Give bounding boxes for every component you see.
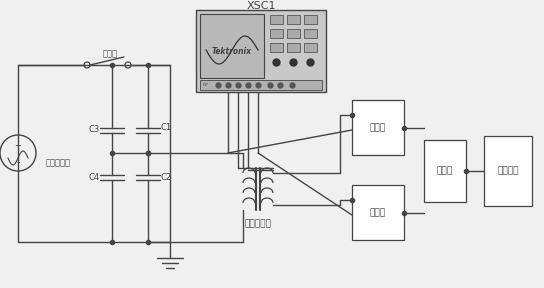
Bar bbox=[304, 43, 317, 52]
Text: 电压转换器: 电压转换器 bbox=[245, 219, 271, 228]
Text: C2: C2 bbox=[160, 173, 171, 181]
Bar bbox=[196, 10, 326, 92]
Bar bbox=[424, 140, 466, 202]
Text: 采集器: 采集器 bbox=[370, 123, 386, 132]
Bar bbox=[484, 136, 532, 206]
Bar bbox=[304, 15, 317, 24]
Bar bbox=[287, 15, 300, 24]
Text: +: + bbox=[15, 141, 21, 151]
Bar bbox=[270, 29, 283, 38]
Text: -: - bbox=[16, 157, 20, 167]
Bar bbox=[352, 100, 404, 155]
Text: 采集器: 采集器 bbox=[370, 208, 386, 217]
Bar bbox=[287, 29, 300, 38]
Bar bbox=[352, 185, 404, 240]
Bar bbox=[270, 15, 283, 24]
Bar bbox=[304, 29, 317, 38]
Text: 故障录波: 故障录波 bbox=[497, 166, 519, 175]
Text: 断路器: 断路器 bbox=[102, 50, 118, 58]
Text: Tektronix: Tektronix bbox=[212, 48, 252, 56]
Text: 合并器: 合并器 bbox=[437, 166, 453, 175]
Text: C4: C4 bbox=[89, 173, 100, 181]
Bar bbox=[200, 80, 322, 90]
Text: XSC1: XSC1 bbox=[246, 1, 276, 11]
Text: C3: C3 bbox=[88, 126, 100, 134]
Text: GP: GP bbox=[203, 83, 209, 87]
Text: C1: C1 bbox=[160, 124, 171, 132]
Text: 试验变压器: 试验变压器 bbox=[46, 158, 71, 168]
Bar bbox=[200, 14, 264, 78]
Bar bbox=[270, 43, 283, 52]
Bar bbox=[287, 43, 300, 52]
